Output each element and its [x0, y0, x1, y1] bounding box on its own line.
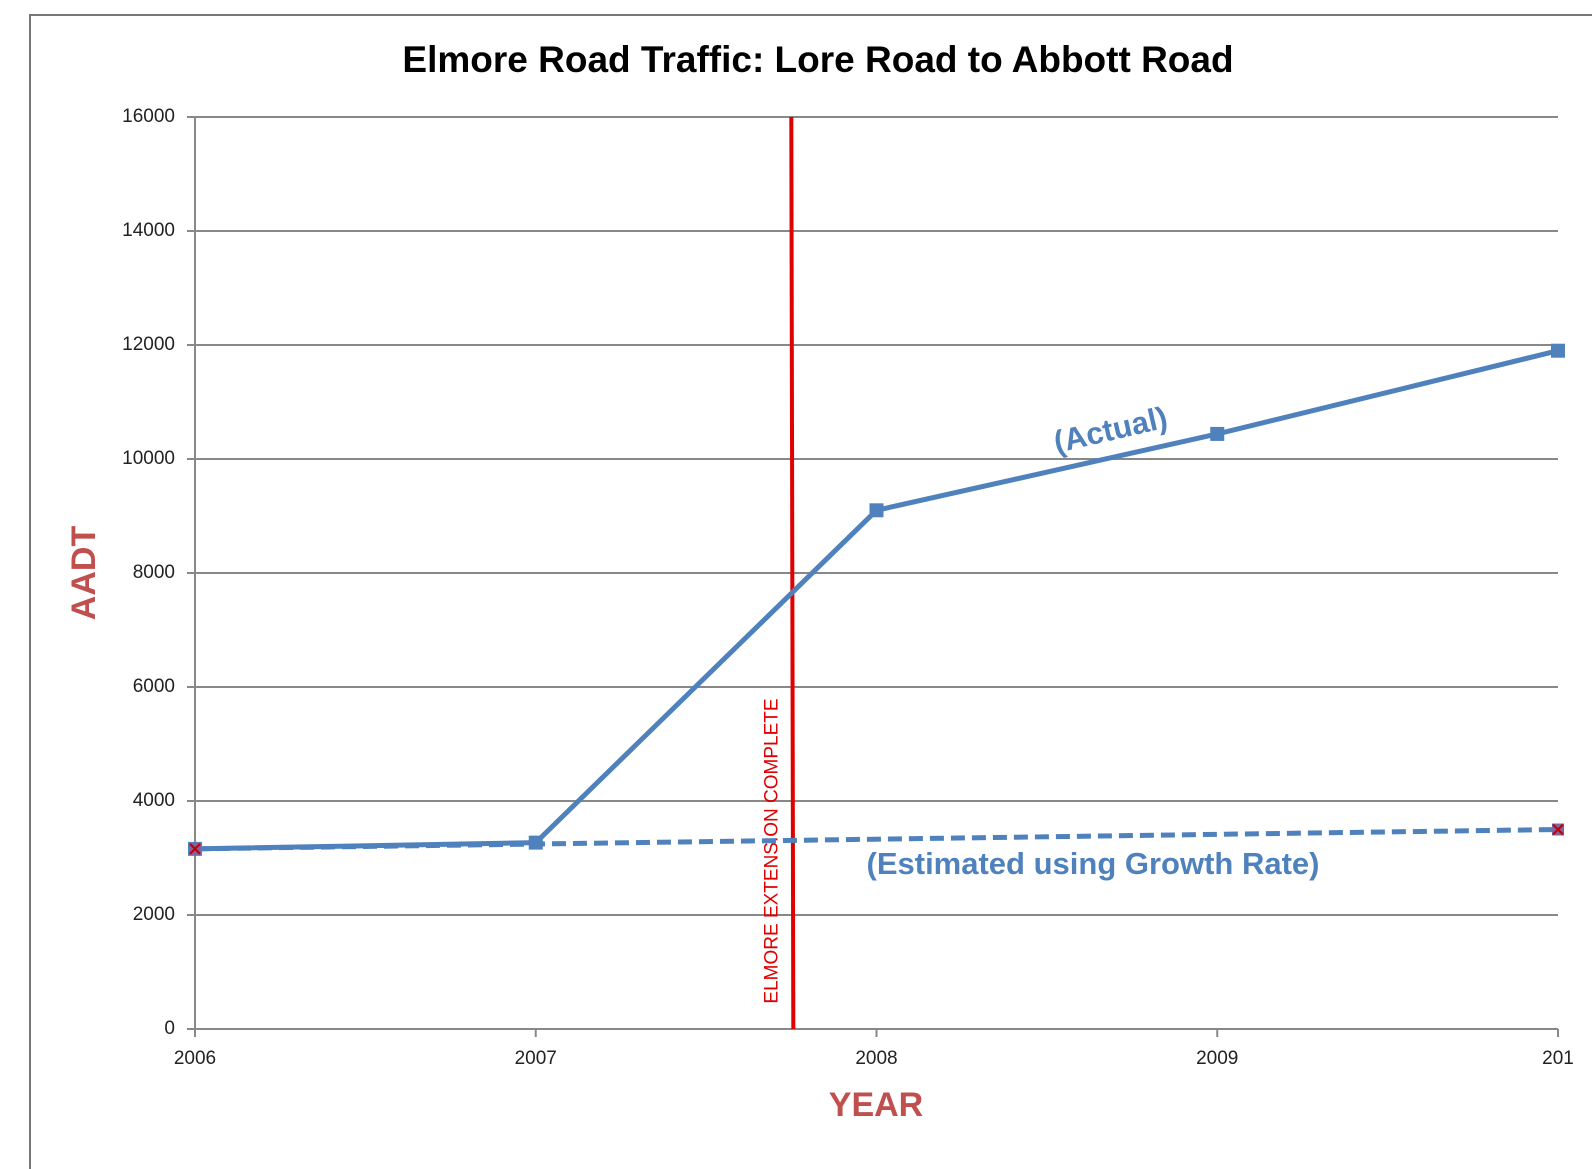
series-line [194, 348, 1559, 852]
series-label: (Estimated using Growth Rate) [867, 846, 1320, 881]
y-axis-label: AADT [65, 526, 103, 621]
y-tick-label: 2000 [133, 904, 175, 925]
chart-title: Elmore Road Traffic: Lore Road to Abbott… [402, 39, 1233, 80]
y-tick-label: 16000 [122, 106, 175, 127]
x-tick-label: 2008 [855, 1048, 897, 1069]
y-tick-label: 0 [164, 1018, 175, 1039]
event-label: ELMORE EXTENSION COMPLETE [761, 698, 782, 1003]
x-tick-label: 2006 [174, 1048, 216, 1069]
event-line [789, 116, 796, 1030]
chart-border [29, 14, 1592, 1169]
point-marker [869, 503, 884, 518]
point-cross [189, 843, 201, 855]
y-tick-label: 14000 [122, 220, 175, 241]
point-cross [1552, 823, 1564, 836]
y-tick-label: 4000 [133, 790, 175, 811]
point-marker [1551, 343, 1565, 358]
y-tick-label: 6000 [133, 676, 175, 697]
y-tick-label: 10000 [122, 448, 175, 469]
y-tick-label: 12000 [122, 334, 175, 355]
y-tick-label: 8000 [133, 562, 175, 583]
series-line [194, 827, 1559, 852]
x-tick-label: 2009 [1196, 1048, 1238, 1069]
x-axis-label: YEAR [829, 1086, 923, 1124]
x-tick-label: 2007 [515, 1048, 557, 1069]
point-marker [1210, 426, 1225, 441]
x-tick-label: 201 [1542, 1048, 1574, 1069]
